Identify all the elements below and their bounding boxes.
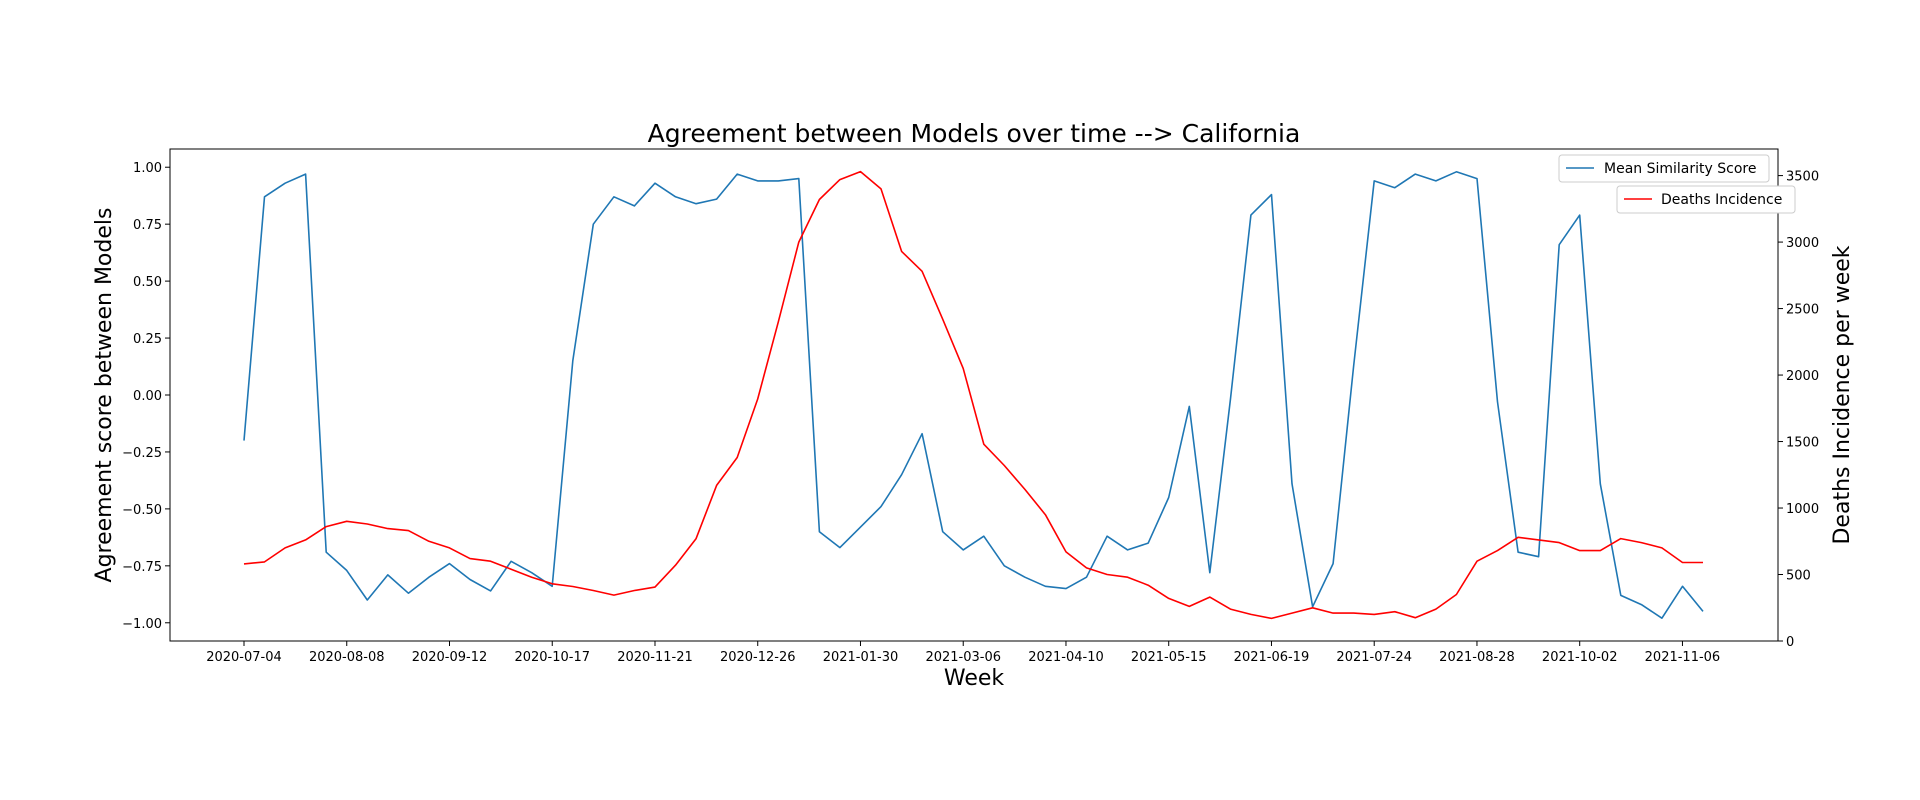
left-y-tick-label: 0.25	[133, 332, 162, 347]
chart-title: Agreement between Models over time --> C…	[648, 119, 1301, 148]
left-y-tick-label: 0.00	[133, 389, 162, 404]
legend-deaths: Deaths Incidence	[1616, 185, 1796, 214]
series-line-deaths	[243, 170, 1703, 620]
right-y-axis-label: Deaths Incidence per week	[1830, 245, 1855, 544]
x-tick-label: 2021-03-06	[925, 650, 1001, 665]
x-tick-label: 2021-10-02	[1542, 650, 1618, 665]
left-y-tick-label: −1.00	[122, 617, 162, 632]
left-y-axis-ticks: 1.00 0.75 0.50 0.25 0.00 −0.25 −0.50 −0.75 −1.00	[122, 161, 170, 632]
legend-similarity-box	[1558, 154, 1770, 183]
left-y-tick-label: −0.75	[122, 560, 162, 575]
left-y-tick-label: 0.75	[133, 218, 162, 233]
left-y-axis-label: Agreement score between Models	[92, 208, 117, 583]
right-y-axis-ticks: 0 500 1000 1500 2000 2500 3000 3500	[1778, 170, 1819, 650]
x-tick-label: 2020-11-21	[617, 650, 693, 665]
x-tick-label: 2021-06-19	[1234, 650, 1310, 665]
x-axis-label: Week	[944, 666, 1005, 691]
right-y-tick-label: 3000	[1786, 236, 1819, 251]
plot-area-frame	[169, 148, 1779, 642]
right-y-tick-label: 0	[1786, 635, 1794, 650]
legend-similarity-label: Mean Similarity Score	[1604, 161, 1756, 177]
x-tick-label: 2020-08-08	[309, 650, 385, 665]
left-y-tick-label: −0.25	[122, 446, 162, 461]
x-axis-ticks: 2020-07-04 2020-08-08 2020-09-12 2020-10-17…	[206, 641, 1720, 665]
left-y-tick-label: 0.50	[133, 275, 162, 290]
right-y-tick-label: 2000	[1786, 369, 1819, 384]
legend-deaths-label: Deaths Incidence	[1661, 192, 1782, 208]
x-tick-label: 2021-01-30	[823, 650, 899, 665]
x-tick-label: 2021-07-24	[1336, 650, 1412, 665]
x-tick-label: 2021-11-06	[1645, 650, 1721, 665]
left-y-tick-label: 1.00	[133, 161, 162, 176]
legend-deaths-box	[1616, 185, 1796, 214]
series-line-similarity	[243, 171, 1704, 620]
series-layer	[243, 170, 1704, 620]
right-y-tick-label: 1500	[1786, 436, 1819, 451]
right-y-tick-label: 1000	[1786, 502, 1819, 517]
x-tick-label: 2021-05-15	[1131, 650, 1207, 665]
right-y-tick-label: 500	[1786, 569, 1811, 584]
x-tick-label: 2020-12-26	[720, 650, 796, 665]
x-tick-label: 2020-07-04	[206, 650, 282, 665]
x-tick-label: 2021-08-28	[1439, 650, 1515, 665]
right-y-tick-label: 2500	[1786, 303, 1819, 318]
x-tick-label: 2020-09-12	[412, 650, 488, 665]
x-tick-label: 2021-04-10	[1028, 650, 1104, 665]
x-tick-label: 2020-10-17	[514, 650, 590, 665]
legend-similarity: Mean Similarity Score	[1558, 154, 1770, 183]
right-y-tick-label: 3500	[1786, 170, 1819, 185]
left-y-tick-label: −0.50	[122, 503, 162, 518]
